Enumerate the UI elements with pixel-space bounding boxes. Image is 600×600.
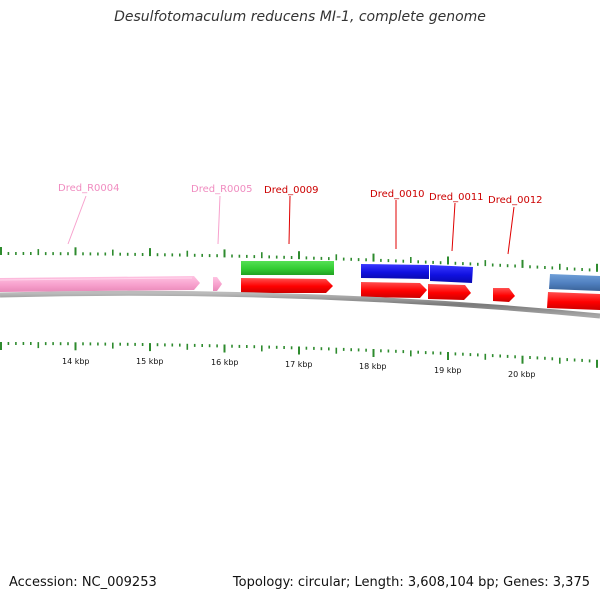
feature-blue-dred-0010[interactable]	[361, 264, 429, 279]
gene-label-dred-0009: Dred_0009	[264, 185, 319, 196]
cds-dred-0011[interactable]	[428, 284, 471, 300]
label-leaders	[67, 195, 515, 255]
leader-dred-0009	[288, 195, 291, 245]
leader-dred-0012	[507, 206, 515, 255]
scale-label: 17 kbp	[285, 360, 313, 369]
gene-label-dred-r0005: Dred_R0005	[191, 184, 253, 195]
scale-label: 15 kbp	[136, 357, 164, 366]
gene-labels: Dred_R0004 Dred_R0005 Dred_0009 Dred_001…	[58, 183, 543, 206]
scale-label: 19 kbp	[434, 366, 462, 375]
cds-right-edge[interactable]	[547, 292, 600, 310]
genome-backbone	[0, 290, 600, 319]
scale-label: 16 kbp	[211, 358, 239, 367]
scale-label: 18 kbp	[359, 362, 387, 371]
gene-label-dred-0011: Dred_0011	[429, 192, 484, 203]
forward-strand-features	[241, 261, 600, 291]
rrna-feature-dred-r0005[interactable]	[213, 277, 222, 291]
scale-label: 14 kbp	[62, 357, 90, 366]
feature-steel-blue[interactable]	[549, 274, 600, 291]
leader-dred-r0005	[217, 195, 221, 245]
tick-row-lower	[0, 342, 598, 368]
reverse-strand-features	[241, 278, 600, 310]
cds-dred-0012[interactable]	[493, 288, 515, 302]
tick-row-upper	[0, 247, 598, 272]
rrna-features	[0, 276, 222, 292]
scale-labels: 14 kbp 15 kbp 16 kbp 17 kbp 18 kbp 19 kb…	[62, 357, 536, 379]
feature-green[interactable]	[241, 261, 334, 275]
feature-blue-dred-0011[interactable]	[430, 265, 473, 283]
rrna-feature-highlight	[0, 277, 193, 281]
gene-label-dred-0010: Dred_0010	[370, 189, 425, 200]
cds-dred-0010[interactable]	[361, 282, 427, 298]
genome-title: Desulfotomaculum reducens MI-1, complete…	[114, 9, 486, 25]
scale-label: 20 kbp	[508, 370, 536, 379]
gene-label-dred-0012: Dred_0012	[488, 195, 543, 206]
gene-label-dred-r0004: Dred_R0004	[58, 183, 120, 194]
leader-dred-r0004	[67, 195, 87, 245]
leader-dred-0011	[451, 202, 456, 252]
accession-text: Accession: NC_009253	[9, 575, 157, 590]
cds-dred-0009[interactable]	[241, 278, 333, 293]
genome-summary-text: Topology: circular; Length: 3,608,104 bp…	[232, 575, 590, 590]
rrna-feature-dred-r0004[interactable]	[0, 276, 200, 292]
